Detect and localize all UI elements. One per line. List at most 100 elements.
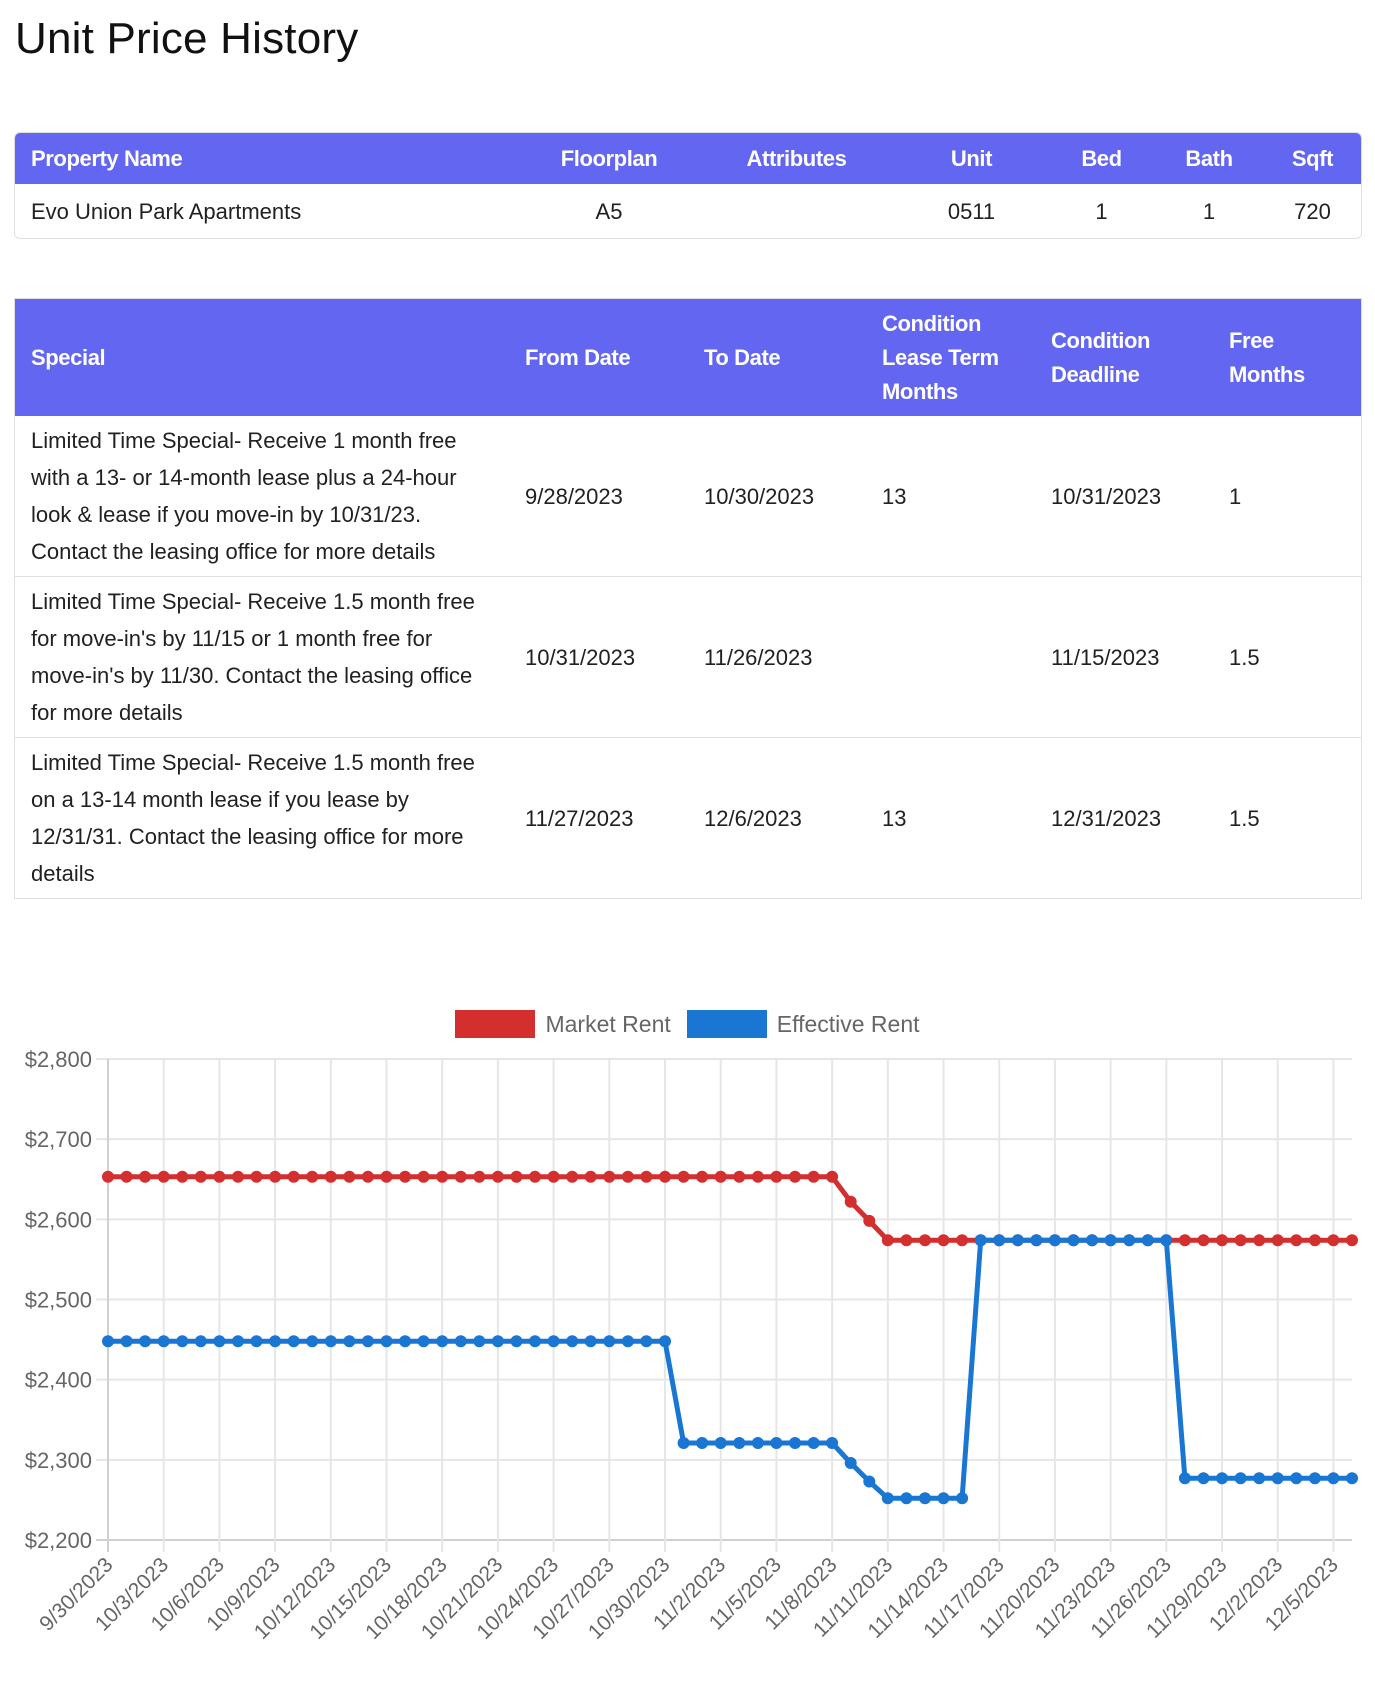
data-point <box>194 1170 207 1183</box>
data-point <box>584 1170 597 1183</box>
data-point <box>361 1335 374 1348</box>
data-point <box>714 1170 727 1183</box>
cell-deadline: 12/31/2023 <box>1035 737 1213 898</box>
data-point <box>1327 1472 1340 1485</box>
header-condition-deadline[interactable]: Condition Deadline <box>1035 299 1213 416</box>
header-special[interactable]: Special <box>15 299 509 416</box>
header-bed[interactable]: Bed <box>1049 133 1154 184</box>
data-point <box>677 1437 690 1449</box>
legend-item-effective-rent[interactable]: Effective Rent <box>686 1010 920 1038</box>
data-point <box>120 1170 133 1183</box>
y-tick-label: $2,300 <box>25 1448 92 1473</box>
cell-free-months: 1.5 <box>1213 737 1361 898</box>
header-property-name[interactable]: Property Name <box>15 133 519 184</box>
data-point <box>770 1437 783 1449</box>
cell-lease-term: 13 <box>882 483 907 509</box>
data-point <box>306 1170 319 1183</box>
legend-item-market-rent[interactable]: Market Rent <box>455 1010 671 1038</box>
cell-to-date: 12/6/2023 <box>688 737 866 898</box>
cell-special: Limited Time Special- Receive 1 month fr… <box>31 428 457 564</box>
cell-to-date: 10/30/2023 <box>704 483 815 509</box>
data-point <box>287 1335 300 1348</box>
effective-rent-swatch-icon <box>686 1010 767 1038</box>
data-point <box>269 1170 282 1183</box>
cell-from-date: 10/31/2023 <box>509 576 688 738</box>
data-point <box>510 1335 523 1348</box>
cell-attributes <box>699 184 894 238</box>
data-point <box>621 1335 634 1348</box>
data-point <box>269 1335 282 1348</box>
data-point <box>1086 1234 1099 1247</box>
chart-legend: Market Rent Effective Rent <box>0 1010 1375 1038</box>
data-point <box>1234 1472 1247 1485</box>
data-point <box>529 1335 541 1348</box>
property-table-header: Property Name Floorplan Attributes Unit … <box>15 133 1361 184</box>
cell-lease-term: 13 <box>866 737 1035 898</box>
header-unit[interactable]: Unit <box>894 133 1049 184</box>
data-point <box>1011 1234 1024 1247</box>
data-point <box>213 1170 226 1183</box>
data-point <box>343 1335 356 1348</box>
data-point <box>250 1335 263 1348</box>
y-axis: $2,200 $2,300 $2,400 $2,500 $2,600 $2,700 $2,8… <box>25 1047 92 1553</box>
cell-special: Limited Time Special- Receive 1.5 month … <box>15 737 509 898</box>
data-point <box>157 1335 170 1348</box>
data-point <box>789 1170 801 1183</box>
data-point <box>324 1335 337 1348</box>
table-row: Limited Time Special- Receive 1 month fr… <box>15 416 1361 577</box>
cell-deadline: 11/15/2023 <box>1035 576 1213 738</box>
header-to-date[interactable]: To Date <box>688 299 866 416</box>
data-point <box>1216 1234 1228 1247</box>
series-market-rent <box>102 1170 1358 1247</box>
data-point <box>826 1170 839 1183</box>
data-point <box>1327 1234 1340 1247</box>
header-sqft[interactable]: Sqft <box>1264 133 1361 184</box>
header-from-date[interactable]: From Date <box>509 299 688 416</box>
data-point <box>900 1234 913 1247</box>
data-point <box>919 1234 931 1247</box>
specials-table-header: Special From Date To Date Condition Leas… <box>15 299 1361 416</box>
data-point <box>1104 1234 1117 1247</box>
data-point <box>937 1492 950 1505</box>
data-point <box>603 1335 616 1348</box>
data-point <box>510 1170 523 1183</box>
data-point <box>714 1437 727 1449</box>
header-free-months[interactable]: Free Months <box>1213 299 1361 416</box>
table-row: Limited Time Special- Receive 1.5 month … <box>15 576 1361 738</box>
data-point <box>380 1170 393 1183</box>
data-point <box>232 1170 244 1183</box>
header-attributes[interactable]: Attributes <box>699 133 894 184</box>
data-point <box>194 1335 207 1348</box>
data-point <box>696 1437 709 1449</box>
y-tick-label: $2,800 <box>25 1047 92 1072</box>
data-point <box>1234 1234 1247 1247</box>
data-point <box>324 1170 337 1183</box>
data-point <box>659 1335 671 1348</box>
data-point <box>1178 1472 1191 1485</box>
cell-floorplan: A5 <box>595 198 623 224</box>
data-point <box>399 1335 412 1348</box>
data-point <box>956 1492 969 1505</box>
data-point <box>677 1170 690 1183</box>
data-point <box>529 1170 541 1183</box>
chart-grid <box>96 1058 1352 1552</box>
header-condition-lease-term-months[interactable]: Condition Lease Term Months <box>866 299 1035 416</box>
data-point <box>1253 1234 1266 1247</box>
legend-label-market-rent: Market Rent <box>545 1010 671 1037</box>
data-point <box>1290 1234 1303 1247</box>
data-point <box>176 1335 189 1348</box>
cell-sqft: 720 <box>1294 198 1331 224</box>
data-point <box>751 1170 764 1183</box>
data-point <box>807 1170 820 1183</box>
data-point <box>1030 1234 1043 1247</box>
data-point <box>621 1170 634 1183</box>
data-point <box>1160 1234 1173 1247</box>
data-point <box>306 1335 319 1348</box>
header-floorplan[interactable]: Floorplan <box>519 133 699 184</box>
data-point <box>974 1234 987 1247</box>
y-tick-label: $2,500 <box>25 1288 92 1313</box>
data-point <box>956 1234 969 1247</box>
cell-from-date: 11/27/2023 <box>509 737 688 898</box>
data-point <box>733 1437 746 1449</box>
header-bath[interactable]: Bath <box>1154 133 1264 184</box>
